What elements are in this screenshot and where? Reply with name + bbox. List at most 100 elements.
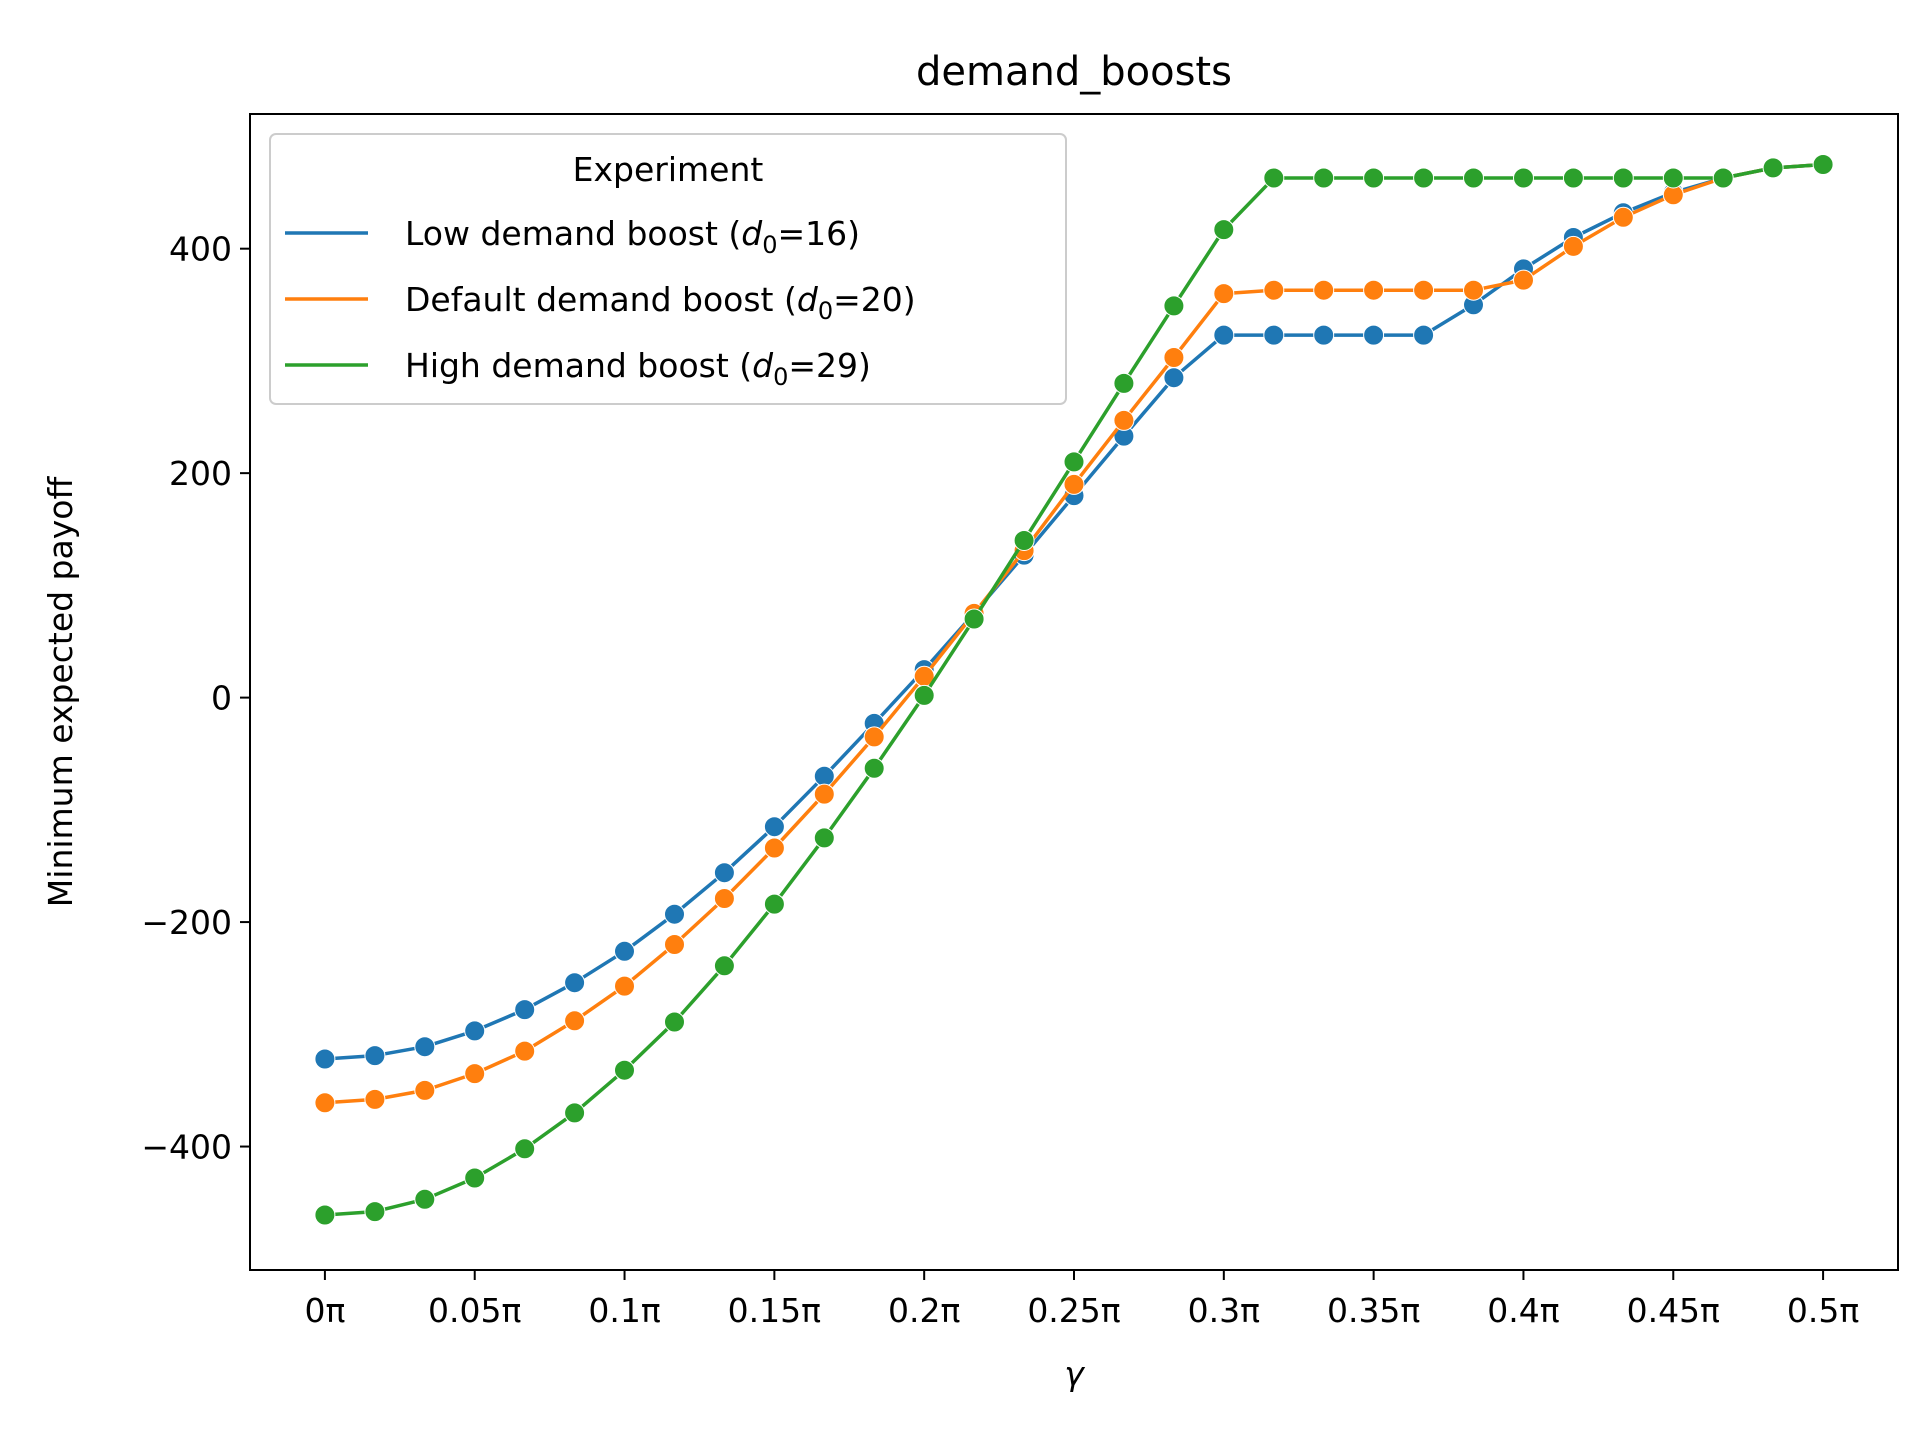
y-tick-label: −200 (141, 903, 232, 942)
x-tick-label: 0.25π (1027, 1291, 1120, 1330)
data-point (1313, 279, 1335, 301)
data-point (614, 1059, 635, 1081)
data-point (1163, 347, 1185, 368)
data-point (713, 955, 735, 977)
x-tick-label: 0.5π (1787, 1291, 1859, 1330)
x-tick-label: 0.45π (1627, 1291, 1720, 1330)
data-point (364, 1201, 386, 1223)
data-point (314, 1048, 336, 1070)
legend-entry-2: Default demand boost (d0=20) (285, 280, 916, 325)
y-tick-label: 400 (169, 230, 232, 269)
data-point (1363, 279, 1385, 301)
x-tick-label: 0π (304, 1291, 345, 1330)
data-point (813, 827, 835, 849)
data-point (1463, 279, 1484, 301)
data-point (1762, 157, 1784, 179)
data-point (1562, 235, 1584, 257)
x-tick-label: 0.4π (1487, 1291, 1559, 1330)
data-point (813, 783, 835, 805)
x-tick-label: 0.1π (588, 1291, 660, 1330)
data-point (1313, 324, 1335, 346)
legend-entry-3: High demand boost (d0=29) (285, 346, 871, 391)
data-point (1662, 167, 1684, 189)
legend-title: Experiment (573, 150, 764, 189)
y-tick-label: −400 (141, 1128, 232, 1167)
data-point (314, 1204, 336, 1226)
data-point (1113, 372, 1135, 394)
data-point (863, 726, 885, 748)
data-point (364, 1045, 386, 1067)
data-point (1513, 167, 1534, 189)
data-point (564, 1102, 586, 1124)
data-point (713, 862, 735, 884)
data-point (1363, 324, 1385, 346)
data-point (464, 1020, 486, 1042)
data-point (514, 1040, 536, 1062)
legend: Experiment Low demand boost (d0=16) Defau… (269, 133, 1067, 405)
data-point (1562, 167, 1584, 189)
data-point (1113, 409, 1135, 431)
data-point (1263, 167, 1285, 189)
data-point (963, 608, 985, 630)
legend-label: Low demand boost (d0=16) (405, 214, 860, 259)
data-point (763, 893, 785, 915)
data-point (1612, 206, 1634, 228)
data-point (1463, 167, 1484, 189)
data-point (514, 1138, 536, 1160)
data-point (564, 972, 586, 994)
x-tick-label: 0.2π (888, 1291, 960, 1330)
data-point (1063, 451, 1085, 473)
data-point (564, 1010, 586, 1032)
data-point (1013, 530, 1035, 551)
data-point (1263, 324, 1285, 346)
y-tick-label: 200 (169, 454, 232, 493)
data-point (414, 1036, 436, 1058)
data-point (464, 1167, 486, 1189)
data-point (664, 1011, 685, 1033)
data-point (763, 816, 785, 838)
data-point (813, 765, 835, 787)
data-point (1163, 295, 1185, 317)
y-axis-label: Minimum expected payoff (41, 476, 80, 908)
data-point (1712, 167, 1734, 189)
data-point (1513, 269, 1534, 291)
legend-entries: Low demand boost (d0=16) Default demand b… (285, 214, 916, 391)
legend-label: Default demand boost (d0=20) (405, 280, 916, 325)
data-point (913, 684, 935, 706)
data-point (464, 1063, 486, 1085)
data-point (414, 1079, 436, 1101)
data-point (1213, 283, 1235, 305)
data-point (364, 1088, 386, 1110)
data-point (1263, 279, 1285, 301)
data-point (514, 999, 536, 1021)
legend-box (269, 133, 1067, 405)
data-point (1612, 167, 1634, 189)
x-tick-label: 0.05π (428, 1291, 521, 1330)
legend-entry-1: Low demand boost (d0=16) (285, 214, 860, 259)
x-tick-label: 0.35π (1327, 1291, 1420, 1330)
data-point (614, 975, 635, 997)
data-point (1363, 167, 1385, 189)
series-3 (314, 154, 1834, 1226)
data-point (763, 837, 785, 859)
data-point (1213, 324, 1235, 346)
y-axis: −400 −200 0 200 400 (141, 230, 250, 1167)
data-point (1313, 167, 1335, 189)
data-point (713, 888, 735, 909)
data-point (1063, 473, 1085, 495)
plot-area (314, 154, 1834, 1226)
data-point (1413, 324, 1435, 346)
data-point (1812, 154, 1834, 175)
data-point (414, 1188, 436, 1210)
data-point (1413, 167, 1435, 189)
x-axis-label: γ (1064, 1354, 1085, 1393)
x-axis: 0π 0.05π 0.1π 0.15π 0.2π 0.25π 0.3π 0.35π 0.4π 0.… (304, 1270, 1859, 1330)
x-tick-label: 0.15π (728, 1291, 821, 1330)
plot-frame (249, 113, 1899, 1271)
x-tick-label: 0.3π (1188, 1291, 1260, 1330)
data-point (863, 757, 885, 779)
data-point (664, 934, 685, 955)
data-point (1413, 279, 1435, 301)
data-point (314, 1092, 336, 1114)
data-point (1163, 367, 1185, 389)
